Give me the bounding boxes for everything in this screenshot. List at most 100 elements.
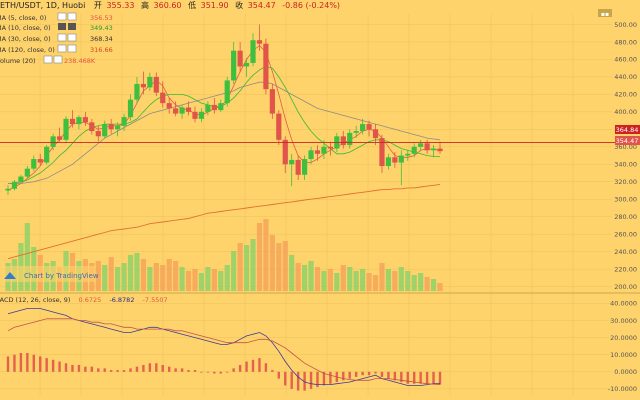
macd-hist-bar xyxy=(264,363,268,372)
close-icon[interactable] xyxy=(53,55,63,64)
close-icon[interactable] xyxy=(68,23,76,30)
ma120-label: MA (120, close, 0) xyxy=(0,46,55,54)
macd-lines xyxy=(7,308,441,386)
last-price-badge-text: 354.47 xyxy=(616,137,639,145)
candle-body xyxy=(340,136,346,146)
candle-body xyxy=(198,111,205,119)
volume-bar xyxy=(153,263,159,291)
macd-tick-label: 40.0000 xyxy=(610,300,637,308)
close-icon[interactable] xyxy=(67,33,77,42)
eye-icon[interactable] xyxy=(57,44,67,53)
macd-value-3: -7.5507 xyxy=(143,296,168,304)
price-tick-label: 340.00 xyxy=(614,161,637,169)
volume-bar xyxy=(192,269,198,291)
close-icon[interactable] xyxy=(67,12,77,21)
macd-hist-bar xyxy=(322,371,326,386)
candle-body xyxy=(82,117,88,123)
macd-hist-bar xyxy=(6,356,10,372)
macd-hist-bar xyxy=(329,371,332,384)
price-grid xyxy=(0,14,612,395)
tradingview-logo-icon xyxy=(4,272,16,279)
macd-hist-bar xyxy=(303,371,306,391)
macd-histogram xyxy=(6,352,442,391)
macd-hist-bar xyxy=(277,371,281,379)
open-value: 355.33 xyxy=(106,1,134,10)
macd-hist-bar xyxy=(109,370,113,372)
candle-body xyxy=(360,124,366,132)
candle-body xyxy=(269,89,275,114)
eye-icon[interactable] xyxy=(57,12,67,21)
candle-body xyxy=(160,92,166,104)
candle-body xyxy=(76,117,82,125)
candle-body xyxy=(108,124,114,130)
candle-body xyxy=(121,117,127,126)
macd-hist-bar xyxy=(167,366,171,372)
candle-body xyxy=(102,124,108,137)
candle-body xyxy=(392,157,398,163)
candle-body xyxy=(153,76,159,93)
symbol-title: ETH/USDT, 1D, Huobi xyxy=(0,1,85,10)
price-tick-label: 500.00 xyxy=(614,21,637,29)
candle-body xyxy=(211,104,217,111)
eye-icon[interactable] xyxy=(43,55,53,64)
candle-body xyxy=(166,103,172,109)
macd-hist-bar xyxy=(193,370,197,372)
volume-bar xyxy=(218,271,224,291)
price-tick-label: 200.00 xyxy=(614,283,637,291)
volume-bar xyxy=(366,273,372,291)
candle-body xyxy=(430,148,437,151)
indicator-row-ma5[interactable]: MA (5, close, 0) 356.53 xyxy=(0,12,113,22)
candle-body xyxy=(192,111,198,119)
volume-bar xyxy=(250,239,256,291)
volume-bar xyxy=(237,243,243,291)
volume-bar xyxy=(121,263,127,291)
tradingview-watermark[interactable]: Chart by TradingView xyxy=(0,266,99,282)
indicator-row-ma120[interactable]: MA (120, close, 0) 316.66 xyxy=(0,44,113,54)
volume-bar xyxy=(340,265,346,291)
volume-label: Volume (20) xyxy=(0,57,36,65)
volume-bar xyxy=(276,243,282,291)
watermark-text: Chart by TradingView xyxy=(24,272,99,280)
macd-hist-bar xyxy=(245,361,248,372)
indicator-row-volume[interactable]: Volume (20) 238.468K xyxy=(0,55,96,65)
ma5-value: 356.53 xyxy=(90,14,113,22)
volume-bar xyxy=(140,259,147,291)
volume-bar xyxy=(269,235,275,291)
candle-body xyxy=(31,159,37,169)
candle-body xyxy=(115,125,121,130)
price-tick-label: 220.00 xyxy=(614,265,637,273)
macd-hist-bar xyxy=(58,361,61,372)
eye-icon[interactable] xyxy=(58,23,66,30)
macd-hist-bar xyxy=(271,370,274,372)
volume-bar xyxy=(108,257,114,291)
price-tick-label: 300.00 xyxy=(614,196,637,204)
macd-grid xyxy=(0,303,612,390)
macd-hist-bar xyxy=(187,370,190,372)
macd-hist-bar xyxy=(406,371,409,384)
close-value: 354.47 xyxy=(248,1,276,10)
indicator-row-ma10[interactable]: MA (10, close, 0) 349.43 xyxy=(0,23,113,32)
candle-body xyxy=(301,159,308,175)
indicator-row-ma30[interactable]: MA (30, close, 0) 368.34 xyxy=(0,33,113,43)
volume-bar xyxy=(385,269,392,291)
eye-icon[interactable] xyxy=(57,33,67,42)
ref-price-badge-text: 364.84 xyxy=(616,126,639,134)
macd-hist-bar xyxy=(90,366,94,372)
ma10-label: MA (10, close, 0) xyxy=(0,24,51,32)
macd-hist-bar xyxy=(135,366,139,372)
macd-legend: MACD (12, 26, close, 9) 0.6725 -6.8782 -… xyxy=(0,296,168,304)
macd-hist-bar xyxy=(97,368,100,372)
settings-icon[interactable]: ▪▪ xyxy=(598,9,612,18)
volume-bar xyxy=(405,271,411,291)
volume-bar xyxy=(95,261,101,291)
price-tick-label: 280.00 xyxy=(614,213,637,221)
macd-hist-bar xyxy=(206,371,210,373)
price-tick-label: 480.00 xyxy=(614,38,637,46)
macd-hist-bar xyxy=(103,368,106,372)
volume-bar xyxy=(392,271,398,291)
macd-line xyxy=(7,308,441,386)
candle-body xyxy=(289,159,295,165)
close-icon[interactable] xyxy=(67,44,77,53)
volume-bar xyxy=(418,273,424,291)
